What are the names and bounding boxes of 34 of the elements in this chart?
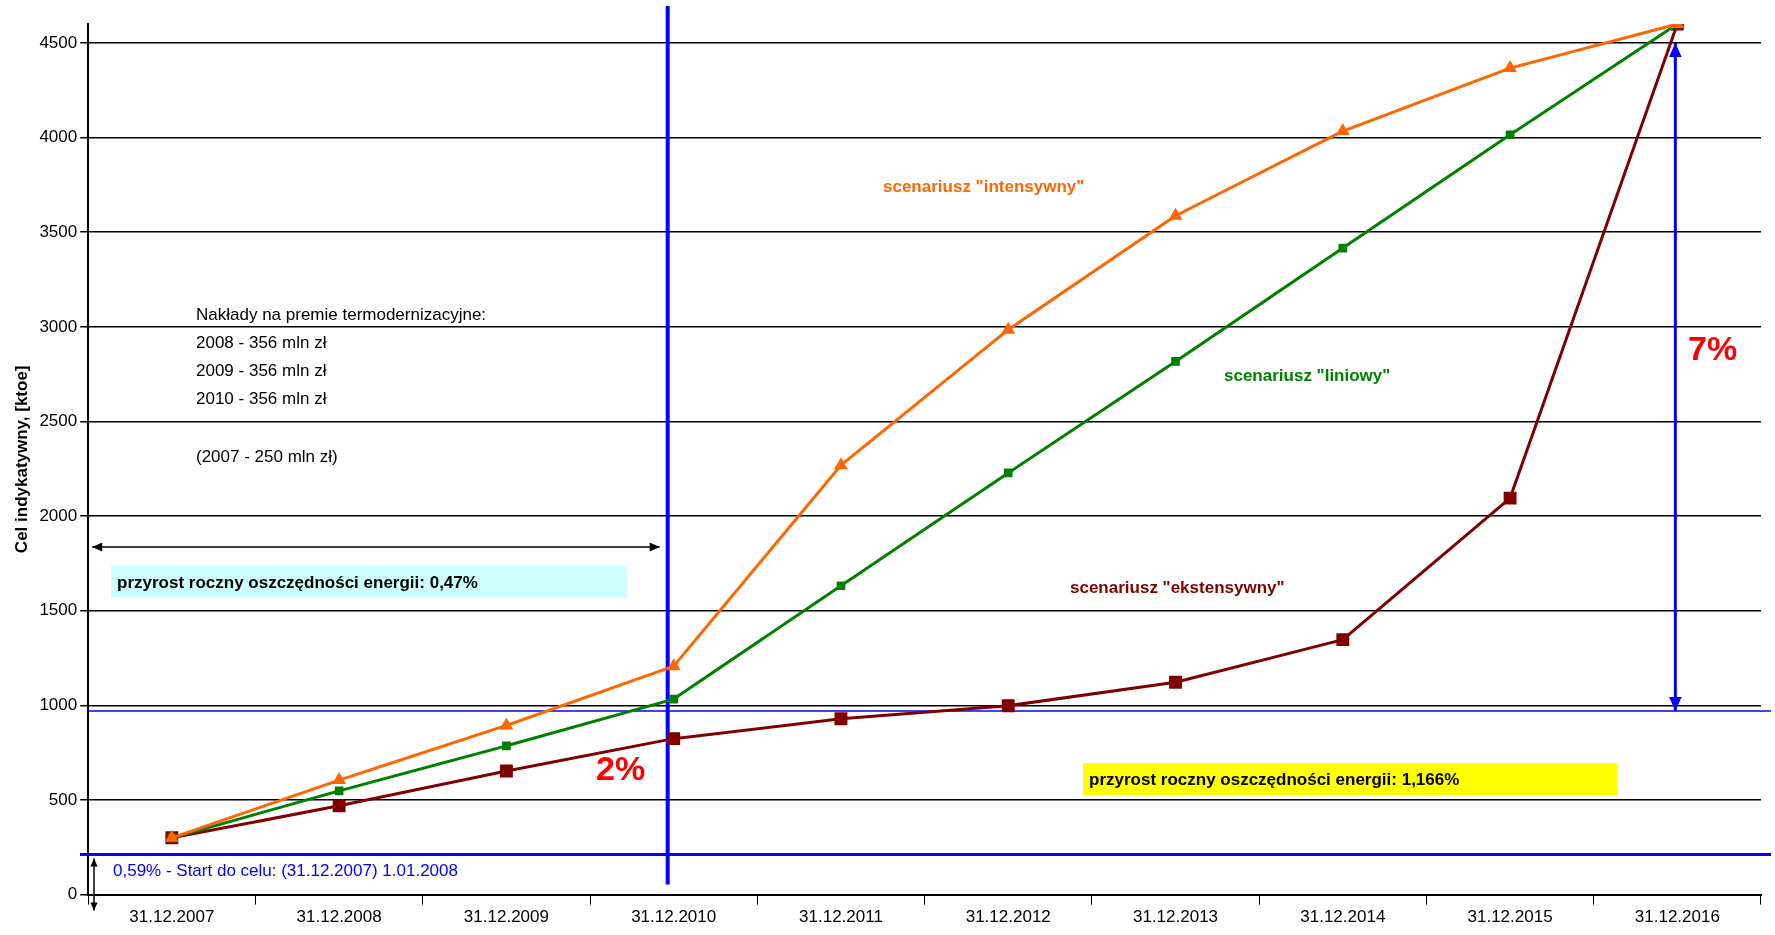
x-tick-label: 31.12.2012 [965, 907, 1051, 927]
x-tick-label: 31.12.2008 [296, 907, 382, 927]
y-tick-label: 2000 [39, 505, 78, 525]
x-tick-label: 31.12.2009 [463, 907, 549, 927]
y-tick-label: 1500 [39, 600, 78, 620]
annotation: 7% [1688, 329, 1738, 367]
x-tick-label: 31.12.2011 [799, 907, 883, 927]
annotation: 2009 - 356 mln zł [196, 361, 327, 380]
x-tick-label: 31.12.2013 [1132, 907, 1219, 927]
y-tick-label: 4500 [39, 32, 78, 52]
y-tick-label: 4000 [39, 127, 78, 147]
annotation: przyrost roczny oszczędności energii: 1,166% [1089, 770, 1460, 789]
x-tick-label: 31.12.2014 [1300, 907, 1386, 927]
annotation: przyrost roczny oszczędności energii: 0,47% [117, 573, 478, 592]
y-tick-label: 3500 [39, 221, 78, 241]
x-tick-label: 31.12.2007 [129, 907, 215, 927]
annotation: 2008 - 356 mln zł [196, 333, 327, 352]
y-tick-label: 3000 [39, 316, 78, 336]
x-tick-label: 31.12.2016 [1634, 907, 1720, 927]
annotation: Nakłady na premie termodernizacyjne: [196, 305, 487, 324]
text: scenariusz "ekstensywny" [1070, 578, 1285, 597]
y-tick-label: 500 [48, 789, 78, 809]
x-tick-label: 31.12.2010 [631, 907, 717, 927]
annotation: 2010 - 356 mln zł [196, 389, 327, 408]
annotation: 0,59% - Start do celu: (31.12.2007) 1.01.2008 [113, 861, 458, 880]
annotation: (2007 - 250 mln zł) [196, 447, 338, 466]
y-axis-title: Cel indykatywny, [ktoe] [11, 365, 31, 554]
annotation: 2% [596, 749, 646, 787]
x-tick-label: 31.12.2015 [1467, 907, 1553, 927]
series-label: scenariusz "liniowy" [1224, 366, 1391, 385]
y-tick-label: 0 [67, 884, 78, 904]
text: scenariusz "intensywny" [883, 177, 1085, 196]
y-tick-label: 1000 [39, 695, 78, 715]
y-tick-label: 2500 [39, 411, 78, 431]
